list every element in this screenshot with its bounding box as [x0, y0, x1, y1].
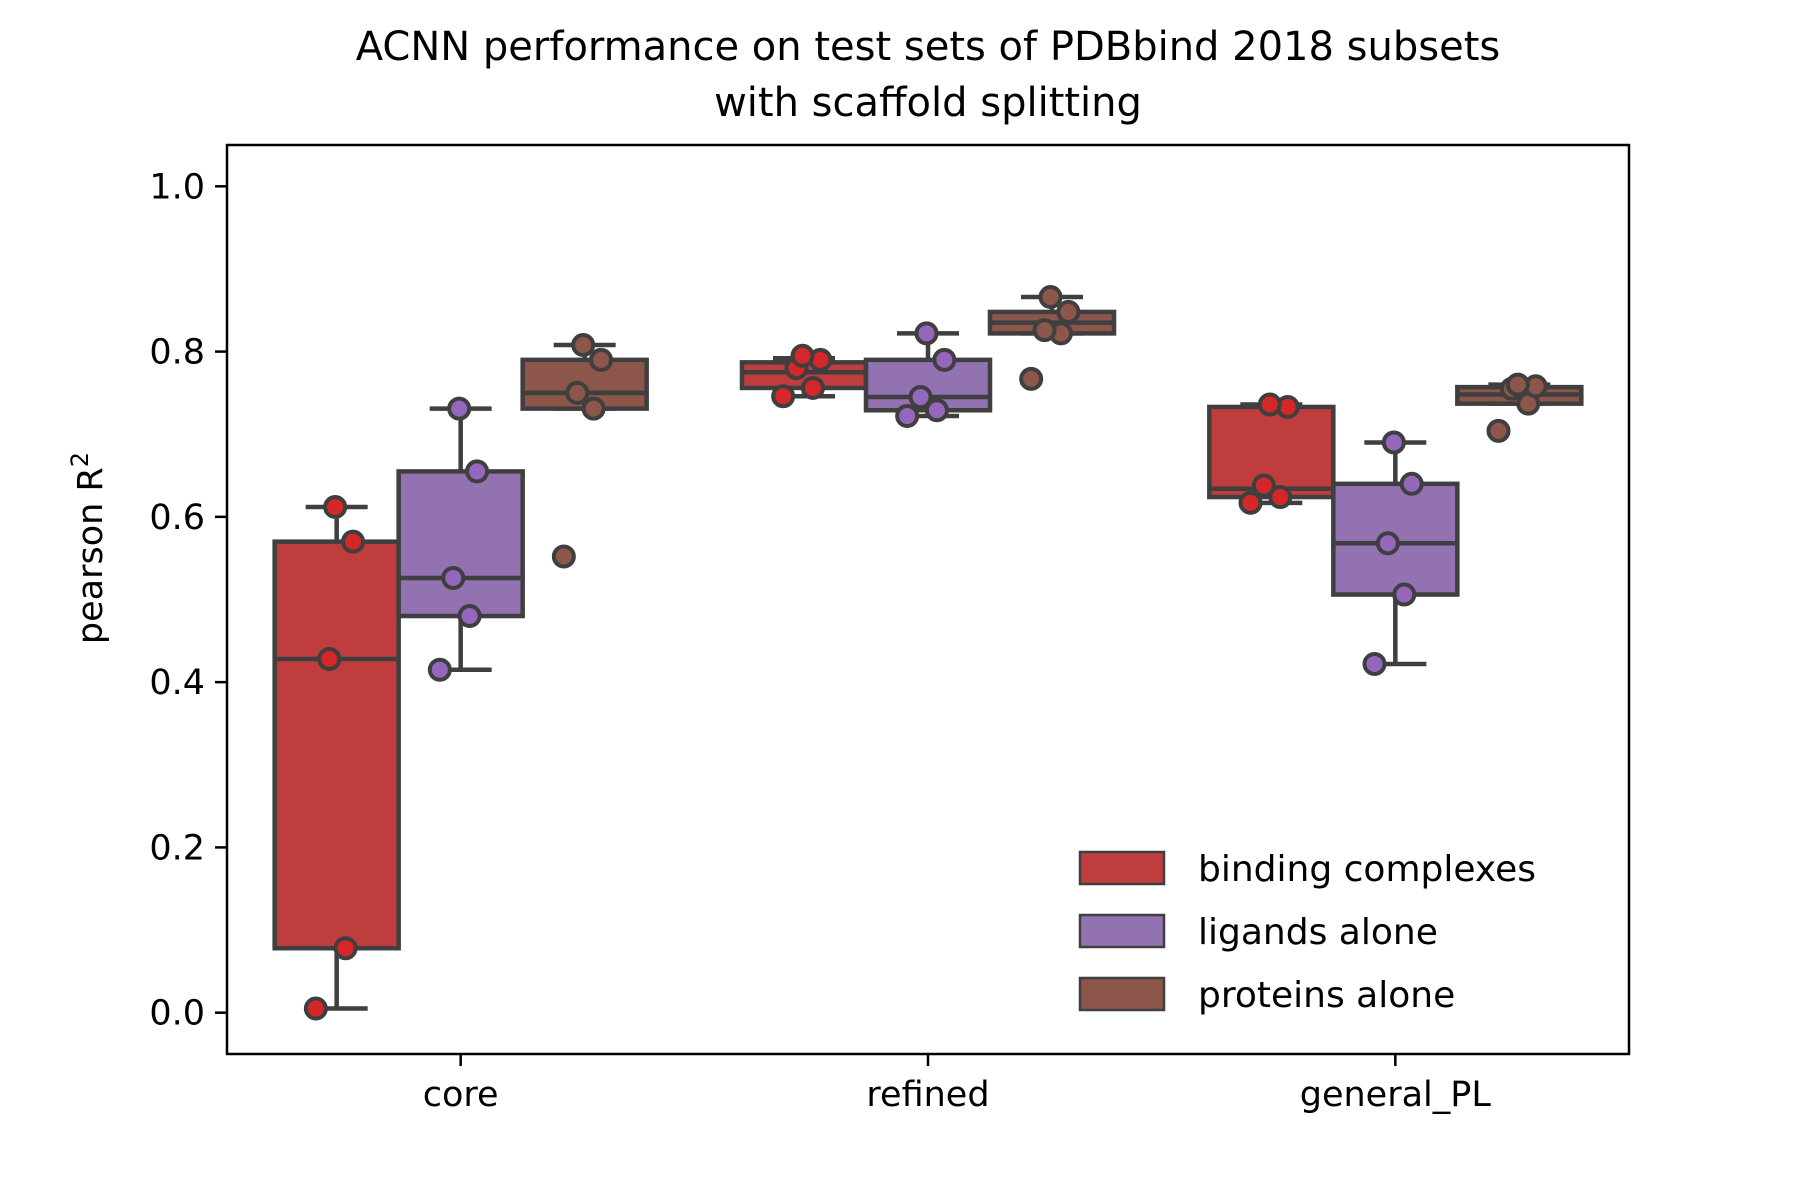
data-point: [914, 321, 939, 346]
x-tick-label: refined: [866, 1075, 989, 1115]
data-point: [1268, 485, 1293, 510]
data-point: [589, 347, 614, 372]
data-point: [800, 375, 825, 400]
chart-title-line-2: with scaffold splitting: [714, 80, 1142, 126]
legend-label: proteins alone: [1198, 975, 1455, 1016]
data-point: [1032, 318, 1057, 343]
data-point: [1019, 366, 1044, 391]
data-point: [1251, 473, 1276, 498]
y-axis-label: pearson R2: [66, 452, 111, 644]
y-axis-label-superscript: 2: [66, 452, 94, 467]
box-ligands-alone-general_PL: [1331, 440, 1460, 667]
legend-label: binding complexes: [1198, 849, 1536, 890]
data-point: [317, 646, 342, 671]
chart-title-line-1: ACNN performance on test sets of PDBbind…: [356, 24, 1500, 70]
x-tick-label: core: [423, 1075, 499, 1115]
data-point: [581, 396, 606, 421]
data-point: [341, 529, 366, 554]
data-point: [1392, 582, 1417, 607]
data-point: [1038, 285, 1063, 310]
data-point: [333, 936, 358, 961]
plot-frame: [225, 143, 1631, 1056]
legend-swatch: [1078, 913, 1166, 949]
points-layer: [303, 285, 1548, 1021]
data-point: [565, 380, 590, 405]
box-iqr: [272, 539, 401, 951]
data-point: [1505, 372, 1530, 397]
y-tick-label: 0.8: [149, 333, 205, 373]
legend-swatch: [1078, 976, 1166, 1012]
data-point: [1238, 490, 1263, 515]
axis-ticks: 0.0 0.2 0.4 0.6 0.8 1.0 core refined general_PL: [149, 167, 1491, 1115]
data-point: [1375, 531, 1400, 556]
data-point: [323, 494, 348, 519]
data-point: [924, 398, 949, 423]
y-axis-label-text: pearson R: [71, 467, 111, 644]
boxes-layer: [272, 294, 1584, 1011]
data-point: [1486, 418, 1511, 443]
data-point: [908, 385, 933, 410]
box-ligands-alone-core: [396, 406, 525, 672]
y-tick-label: 0.2: [149, 828, 205, 868]
data-point: [790, 343, 815, 368]
legend-swatch: [1078, 850, 1166, 886]
data-point: [303, 996, 328, 1021]
box-iqr: [396, 469, 525, 619]
data-point: [551, 544, 576, 569]
data-point: [932, 347, 957, 372]
data-point: [771, 384, 796, 409]
x-tick-label: general_PL: [1300, 1075, 1492, 1115]
data-point: [571, 332, 596, 357]
legend: binding complexes ligands alone proteins a…: [1078, 849, 1536, 1016]
y-tick-label: 1.0: [149, 167, 205, 207]
data-point: [1399, 471, 1424, 496]
data-point: [1362, 651, 1387, 676]
y-tick-label: 0.0: [149, 994, 205, 1034]
data-point: [457, 604, 482, 629]
data-point: [441, 566, 466, 591]
data-point: [427, 657, 452, 682]
data-point: [895, 404, 920, 429]
data-point: [1257, 392, 1282, 417]
data-point: [465, 459, 490, 484]
box-binding-complexes-core: [272, 504, 401, 1011]
y-tick-label: 0.4: [149, 663, 205, 703]
data-point: [1056, 299, 1081, 324]
data-point: [1381, 430, 1406, 455]
legend-label: ligands alone: [1198, 912, 1438, 953]
y-tick-label: 0.6: [149, 498, 205, 538]
data-point: [447, 396, 472, 421]
